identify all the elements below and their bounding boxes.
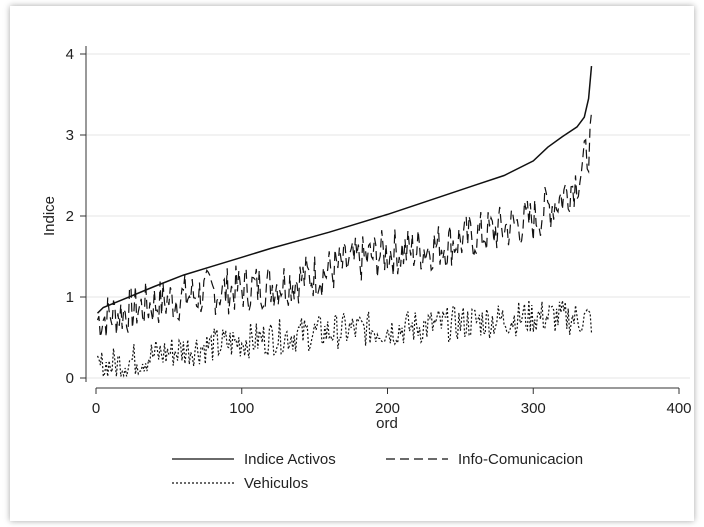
series-line [96, 300, 593, 378]
series-lines [96, 66, 593, 378]
legend-label: Vehiculos [244, 475, 308, 492]
y-tick-label: 1 [66, 289, 74, 306]
axes [85, 46, 679, 389]
y-ticks: 0 1 2 3 4 [66, 46, 86, 387]
x-tick-label: 200 [375, 400, 400, 417]
legend: Indice Activos Info-Comunicacion Vehiculos [172, 451, 583, 492]
x-tick-label: 0 [92, 400, 100, 417]
x-tick-label: 400 [666, 400, 691, 417]
y-tick-label: 3 [66, 127, 74, 144]
x-axis-title: ord [376, 415, 398, 432]
y-tick-label: 2 [66, 208, 74, 225]
x-tick-label: 300 [521, 400, 546, 417]
series-line [96, 66, 593, 314]
series-line [96, 112, 593, 338]
legend-label: Indice Activos [244, 451, 336, 468]
y-axis-title: Indice [41, 196, 58, 236]
legend-label: Info-Comunicacion [458, 451, 583, 468]
chart-frame [10, 6, 694, 521]
grid-lines [86, 53, 690, 379]
y-tick-label: 0 [66, 370, 74, 387]
x-ticks: 0 100 200 300 400 [92, 388, 692, 417]
x-tick-label: 100 [229, 400, 254, 417]
y-tick-label: 4 [66, 46, 74, 63]
